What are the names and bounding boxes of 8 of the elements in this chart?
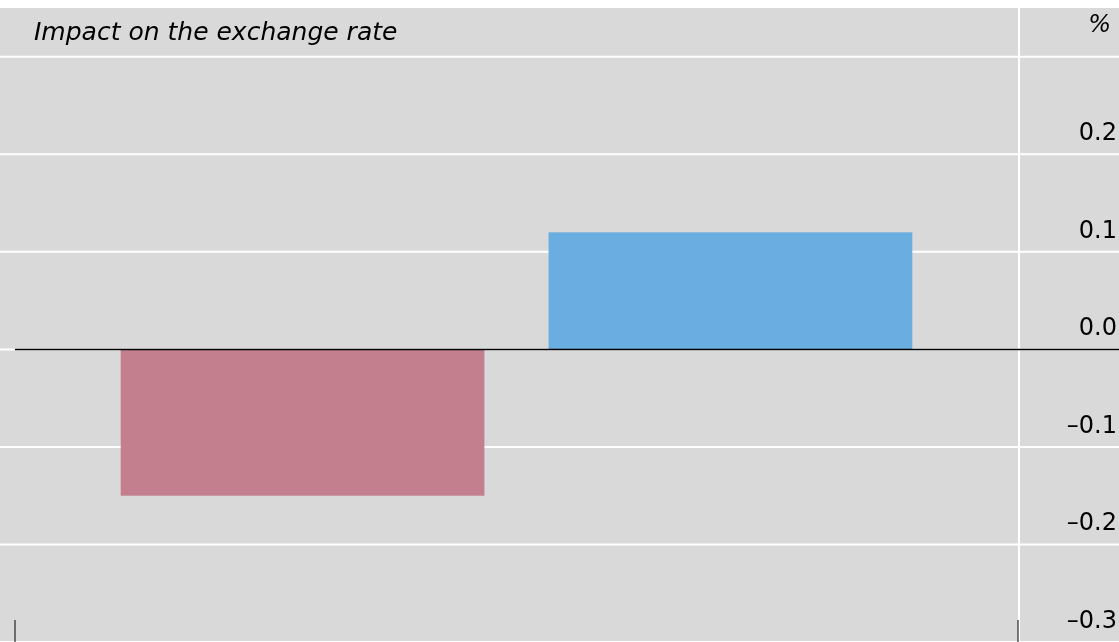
y-tick-label: –0.1 bbox=[1066, 410, 1117, 439]
y-axis-title: % bbox=[1088, 10, 1111, 38]
y-tick-label: –0.3 bbox=[1066, 606, 1117, 634]
chart-title: Impact on the exchange rate bbox=[34, 17, 398, 46]
y-tick-label: 0.2 bbox=[1078, 118, 1117, 147]
y-tick-label: –0.2 bbox=[1066, 508, 1117, 537]
y-tick-label: 0.1 bbox=[1078, 215, 1117, 244]
y-tick-label: 0.0 bbox=[1078, 313, 1117, 342]
